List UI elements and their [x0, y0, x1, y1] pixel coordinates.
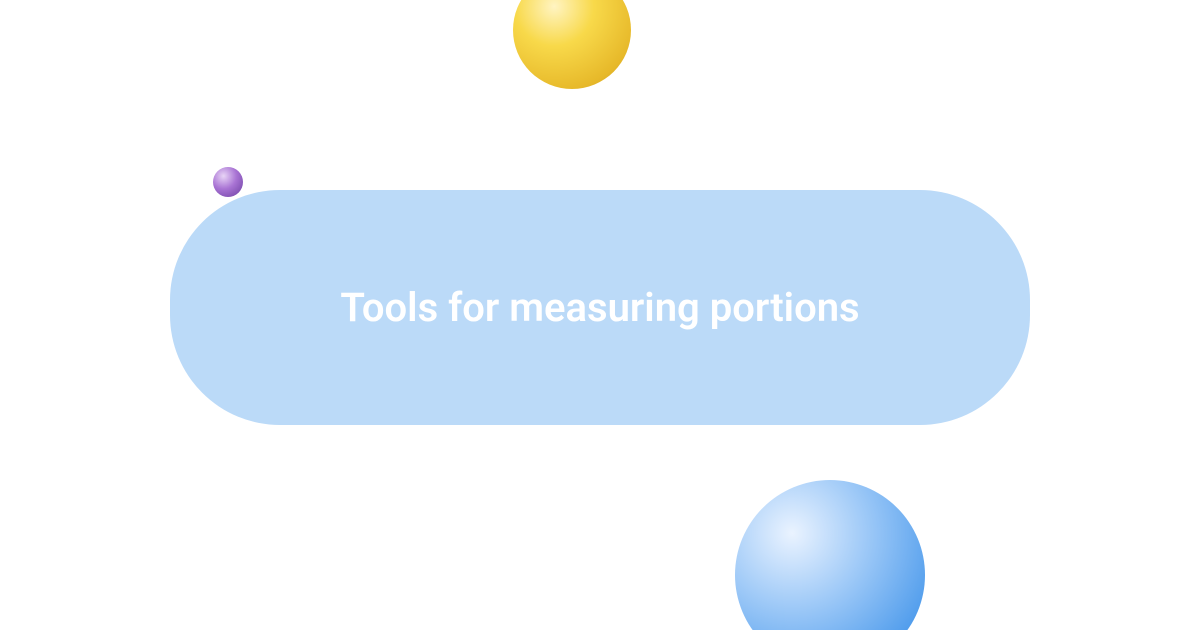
yellow-sphere — [513, 0, 631, 89]
title-text: Tools for measuring portions — [340, 283, 859, 333]
purple-sphere — [213, 167, 243, 197]
blue-sphere — [735, 480, 925, 630]
canvas: Tools for measuring portions — [0, 0, 1200, 630]
title-pill: Tools for measuring portions — [170, 190, 1030, 425]
